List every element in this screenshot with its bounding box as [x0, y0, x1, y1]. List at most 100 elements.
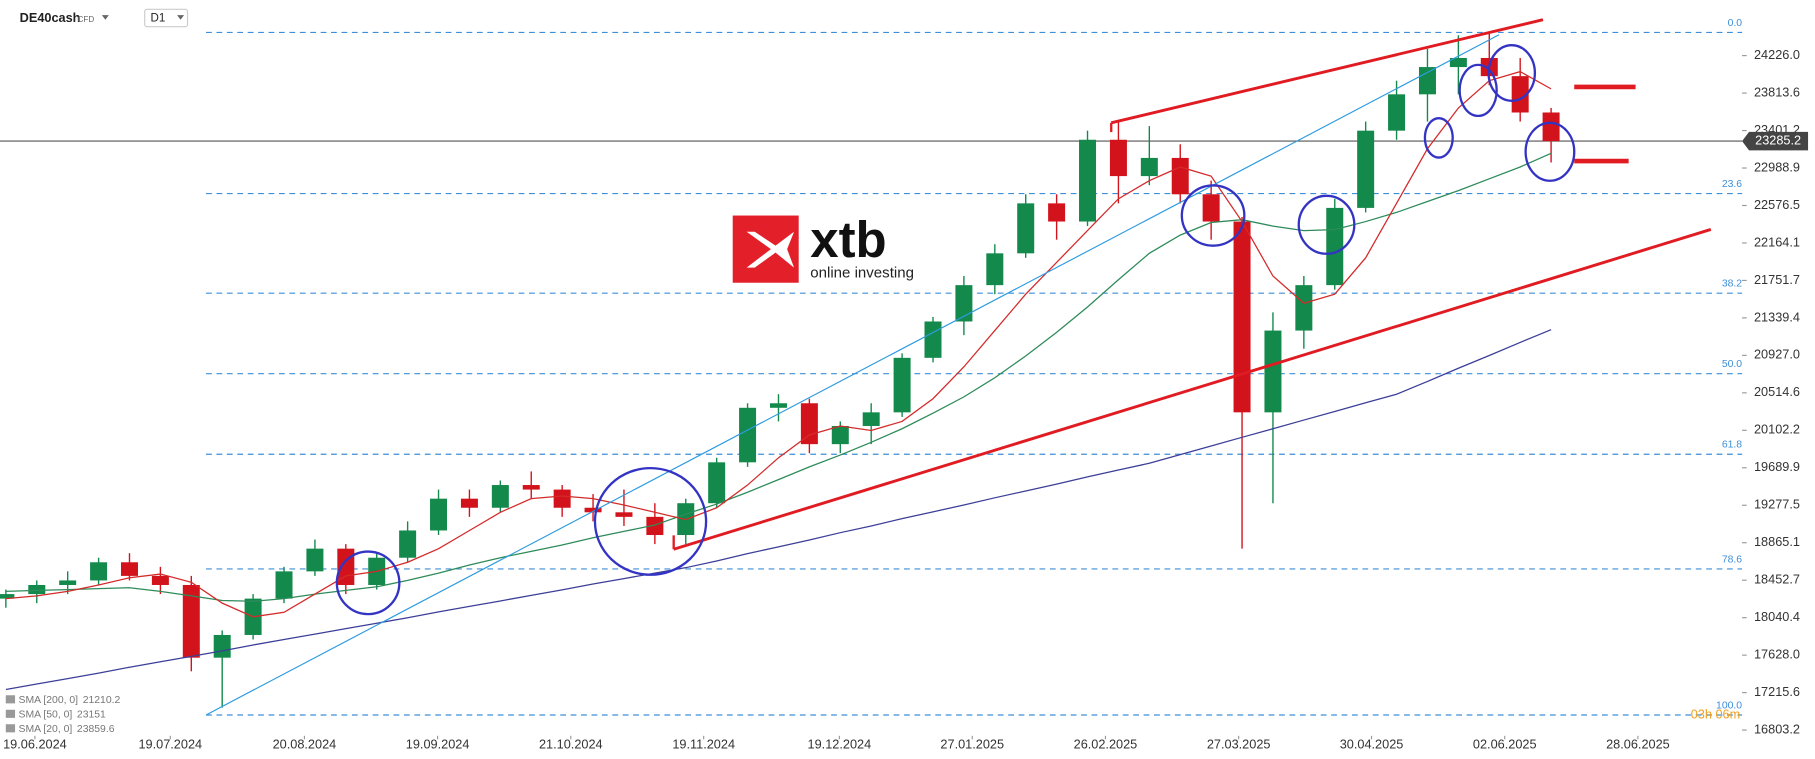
- legend-value: 21210.2: [83, 695, 121, 706]
- trend-line: [673, 228, 1712, 551]
- candle-body: [615, 512, 633, 517]
- candle-body: [59, 580, 77, 585]
- annotations: [205, 18, 1712, 716]
- candle-body: [955, 285, 973, 322]
- toolbar: DE40cash CFD D1: [20, 8, 189, 28]
- legend-name: SMA [200, 0]: [19, 695, 79, 706]
- candle-body: [1388, 94, 1406, 131]
- sma-line: [5, 70, 1552, 618]
- candle-body: [491, 485, 509, 508]
- candle-body: [182, 584, 200, 658]
- y-tick-label: 20927.0: [1754, 347, 1800, 362]
- trend-line: [205, 34, 1500, 716]
- candle-body: [862, 412, 880, 426]
- y-tick-label: 17215.6: [1754, 684, 1800, 699]
- candle-body: [120, 562, 138, 576]
- x-tick-label: 19.09.2024: [406, 736, 470, 751]
- legend: SMA [200, 0] 21210.2 SMA [50, 0] 23151 SMA […: [5, 695, 121, 735]
- highlight-circle: [1487, 44, 1537, 102]
- y-tick-label: 19689.9: [1754, 459, 1800, 474]
- logo: xtb online investing: [732, 211, 914, 283]
- candle-body: [1418, 67, 1436, 95]
- highlight-circle: [1423, 117, 1454, 159]
- instrument-kind: CFD: [78, 15, 95, 24]
- y-tick-label: 23813.6: [1754, 84, 1800, 99]
- fib-label: 61.8: [1722, 440, 1742, 451]
- legend-entry: SMA [50, 0] 23151: [19, 709, 107, 720]
- candle-body: [1511, 76, 1529, 113]
- fib-label: 23.6: [1722, 179, 1742, 190]
- legend-icon: [5, 724, 16, 733]
- symbol[interactable]: DE40cash: [20, 10, 81, 25]
- candle-body: [1202, 194, 1220, 222]
- axes-layer: 24226.023813.623401.222988.922576.522164…: [3, 18, 1809, 751]
- x-tick-label: 26.02.2025: [1074, 736, 1138, 751]
- candle-body: [0, 594, 15, 599]
- candle-body: [800, 403, 818, 445]
- candle-timer: 03h 06m: [1691, 706, 1740, 721]
- legend-value: 23151: [77, 709, 106, 720]
- x-tick-label: 19.06.2024: [3, 736, 67, 751]
- candle-body: [739, 407, 757, 463]
- sma-line: [5, 329, 1552, 691]
- candle-body: [769, 403, 787, 408]
- highlight-circle: [1180, 184, 1246, 247]
- timeframe-box[interactable]: [144, 8, 189, 28]
- candle-body: [893, 357, 911, 413]
- y-tick-label: 21339.4: [1754, 309, 1800, 324]
- candle-body: [584, 507, 602, 513]
- y-tick-label: 22576.5: [1754, 197, 1800, 212]
- x-tick-label: 28.06.2025: [1606, 736, 1670, 751]
- y-tick-label: 19277.5: [1754, 497, 1800, 512]
- candle-body: [1542, 112, 1560, 142]
- y-tick-label: 22988.9: [1754, 159, 1800, 174]
- candle-body: [399, 530, 417, 558]
- candle-body: [646, 516, 664, 536]
- fib-label: 100.0: [1716, 700, 1742, 711]
- candle-body: [213, 634, 231, 658]
- dropdown-arrow[interactable]: [177, 15, 185, 20]
- candle-body: [90, 562, 108, 581]
- y-tick-label: 24226.0: [1754, 47, 1800, 62]
- candle-body: [1109, 139, 1127, 177]
- x-tick-label: 19.07.2024: [138, 736, 202, 751]
- candle-body: [275, 571, 293, 599]
- fib-label: 0.0: [1728, 18, 1743, 29]
- candle-body: [1017, 203, 1035, 254]
- x-tick-label: 20.08.2024: [273, 736, 337, 751]
- logo-name: xtb: [810, 211, 886, 268]
- candle-body: [924, 321, 942, 358]
- candle-body: [151, 575, 169, 585]
- y-tick-label: 16803.2: [1754, 721, 1800, 736]
- candle-body: [986, 253, 1004, 286]
- dropdown-arrow[interactable]: [101, 15, 109, 20]
- candle-body: [1449, 57, 1467, 68]
- timeframe[interactable]: D1: [150, 13, 165, 25]
- sma-line: [5, 152, 1552, 602]
- fib-label: 50.0: [1722, 359, 1742, 370]
- candle-body: [831, 425, 849, 445]
- series-layer: [0, 32, 1560, 708]
- highlight-circle: [1297, 194, 1356, 255]
- candle-body: [1326, 207, 1344, 286]
- candle-body: [1171, 157, 1189, 195]
- candle-body: [1357, 130, 1375, 208]
- fib-label: 78.6: [1722, 554, 1742, 565]
- last-price-label: 23285.2: [1755, 132, 1801, 147]
- candle-body: [1048, 203, 1066, 222]
- highlight-circle: [593, 466, 708, 576]
- y-tick-label: 22164.1: [1754, 234, 1800, 249]
- legend-entry: SMA [200, 0] 21210.2: [19, 695, 121, 706]
- candle-body: [1140, 157, 1158, 177]
- candle-body: [1295, 285, 1313, 331]
- candle-body: [460, 498, 478, 508]
- x-tick-label: 19.11.2024: [672, 736, 735, 751]
- x-tick-label: 19.12.2024: [808, 736, 872, 751]
- candle-body: [430, 498, 448, 531]
- logo-mark: [732, 215, 799, 283]
- candle-body: [28, 584, 46, 595]
- legend-icon: [5, 695, 16, 704]
- highlight-circle: [335, 550, 401, 616]
- highlight-circle: [1458, 63, 1498, 118]
